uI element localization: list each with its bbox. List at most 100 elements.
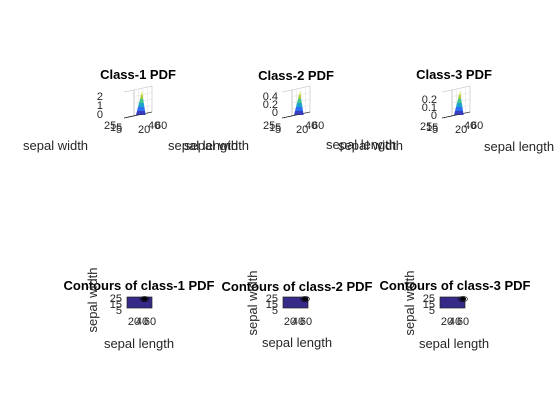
contour-axes <box>126 296 153 309</box>
z-tick-label: 0.2 <box>422 94 437 106</box>
x-axis-label: sepal length <box>419 336 489 351</box>
contour-axes <box>282 296 310 309</box>
y-axis-label: sepal width <box>402 270 417 335</box>
x-tick-label: 20 <box>296 124 308 136</box>
chart-title: Contours of class-2 PDF <box>222 279 373 294</box>
y-tick-label: 15 <box>423 299 435 311</box>
x-tick-label: 20 <box>455 124 467 136</box>
y-tick-label: 15 <box>266 299 278 311</box>
surface-strip <box>459 91 461 95</box>
y-axis-label: sepal width <box>184 138 249 153</box>
chart-title: Contours of class-1 PDF <box>64 278 215 293</box>
x-axis-label: sepal length <box>168 138 238 153</box>
x-axis-label: sepal length <box>326 137 396 152</box>
y-axis-label: sepal width <box>245 270 260 335</box>
chart-title: Contours of class-3 PDF <box>380 278 531 293</box>
x-tick-label: 40 <box>136 316 148 328</box>
x-tick-label: 20 <box>128 316 140 328</box>
x-tick-label: 60 <box>144 316 156 328</box>
surface-plot-3: Class-3 PDF 0.2 0.1 0 25 15 5 20 40 60 s… <box>338 67 554 154</box>
x-tick-label: 40 <box>292 316 304 328</box>
y-tick-label: 5 <box>429 305 435 317</box>
x-tick-label: 60 <box>155 120 167 132</box>
y-tick-label: 5 <box>116 124 122 136</box>
z-tick-label: 0 <box>272 107 278 119</box>
surface-strip <box>456 103 463 107</box>
surface-strip <box>458 95 462 99</box>
x-tick-label: 40 <box>148 120 160 132</box>
z-tick-label: 0 <box>97 109 103 121</box>
surface-plot-1: Class-1 PDF 2 1 0 25 15 5 20 40 60 sepal… <box>23 67 238 153</box>
y-tick-label: 5 <box>272 305 278 317</box>
z-tick-label: 0.1 <box>422 102 437 114</box>
surface-strip <box>136 111 146 115</box>
surface-axes <box>123 85 153 119</box>
x-tick-label: 40 <box>464 120 476 132</box>
z-tick-label: 1 <box>97 100 103 112</box>
axis-box-side <box>281 89 293 116</box>
x-tick-label: 20 <box>284 316 296 328</box>
x-axis-label: sepal length <box>262 335 332 350</box>
surface-strip <box>294 111 304 115</box>
surface-strip <box>137 107 145 111</box>
y-axis-label: sepal width <box>23 138 88 153</box>
x-tick-label: 60 <box>300 316 312 328</box>
surface-strip <box>295 107 303 111</box>
x-tick-label: 20 <box>138 124 150 136</box>
y-tick-label: 5 <box>432 124 438 136</box>
y-tick-label: 5 <box>116 305 122 317</box>
y-tick-label: 15 <box>110 122 122 134</box>
axis-box-side <box>123 89 135 116</box>
surface-strip <box>299 91 301 95</box>
surface-axes <box>441 85 471 119</box>
grid-line <box>291 92 311 97</box>
y-axis-label: sepal width <box>85 267 100 332</box>
contour-peak <box>141 297 148 301</box>
x-tick-label: 40 <box>305 120 317 132</box>
y-tick-label: 15 <box>269 122 281 134</box>
x-axis-label: sepal length <box>484 139 554 154</box>
y-tick-label: 25 <box>266 293 278 305</box>
x-tick-label: 60 <box>457 316 469 328</box>
contour-line <box>458 296 468 302</box>
x-axis-label: sepal length <box>104 336 174 351</box>
surface-strip <box>455 107 463 111</box>
x-axis-line <box>441 113 461 119</box>
x-axis-line <box>123 113 143 119</box>
surface-strip <box>457 99 462 103</box>
surface-strip <box>139 99 144 103</box>
grid-line <box>133 92 153 97</box>
contour-plot-2: 25 15 5 20 40 60 Contours of class-2 PDF… <box>222 270 373 350</box>
z-tick-label: 0 <box>431 110 437 122</box>
surface-strip <box>140 95 144 99</box>
contour-area <box>126 296 153 309</box>
surface-strip <box>454 111 464 115</box>
surface-strip <box>296 103 303 107</box>
contour-plot-3: 25 15 5 20 40 60 Contours of class-3 PDF… <box>380 270 531 351</box>
x-axis-line <box>281 113 301 119</box>
grid-line <box>451 92 471 97</box>
axis-box-side <box>441 89 453 116</box>
surface-plot-2: Class-2 PDF 0.4 0.2 0 25 15 5 20 40 60 s… <box>184 68 396 153</box>
z-tick-label: 0.2 <box>263 99 278 111</box>
y-tick-label: 5 <box>275 124 281 136</box>
contour-plot-1: 25 15 5 20 40 60 Contours of class-1 PDF… <box>64 267 215 351</box>
x-tick-label: 60 <box>471 120 483 132</box>
z-tick-label: 2 <box>97 91 103 103</box>
chart-title: Class-1 PDF <box>100 67 176 82</box>
y-tick-label: 15 <box>426 122 438 134</box>
contour-area <box>439 296 466 309</box>
contour-peak <box>459 297 467 301</box>
surface-strip <box>138 103 145 107</box>
surface-strip <box>298 95 302 99</box>
y-tick-label: 25 <box>423 293 435 305</box>
y-axis-label: sepal width <box>338 138 403 153</box>
y-tick-label: 25 <box>110 293 122 305</box>
contour-axes <box>439 296 468 309</box>
x-tick-label: 60 <box>312 120 324 132</box>
z-tick-label: 0.4 <box>263 91 278 103</box>
chart-title: Class-3 PDF <box>416 67 492 82</box>
x-tick-label: 20 <box>441 316 453 328</box>
